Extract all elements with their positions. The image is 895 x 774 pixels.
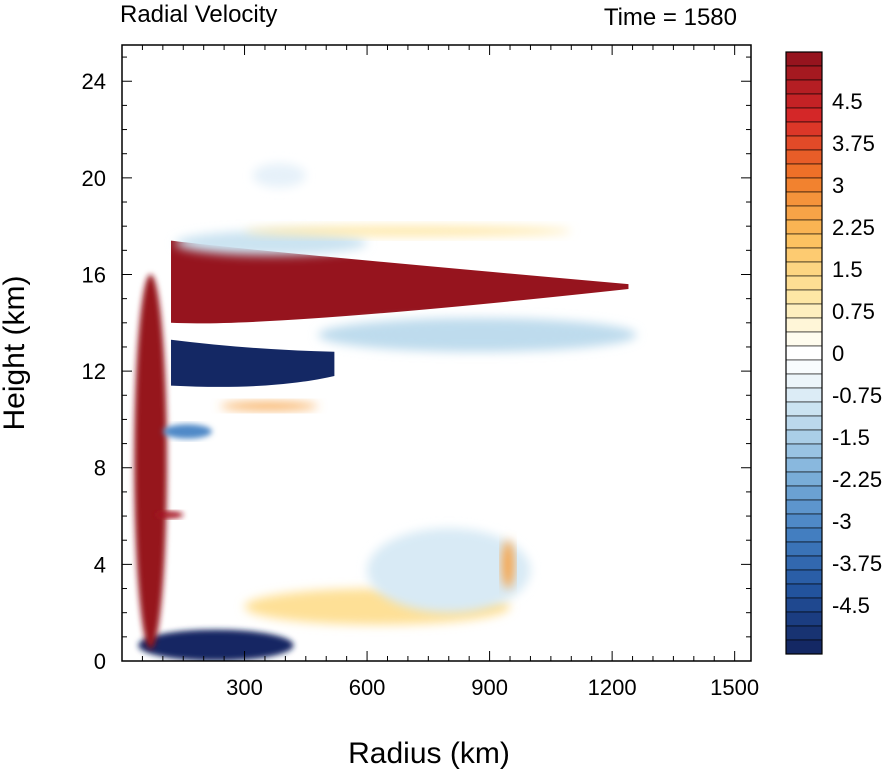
colorbar-box <box>785 149 823 165</box>
velocity-feature-7 <box>154 511 184 519</box>
colorbar-box <box>785 611 823 627</box>
y-tick-label: 24 <box>82 69 106 94</box>
colorbar-box <box>785 51 823 67</box>
velocity-feature-1 <box>171 240 629 324</box>
colorbar-box <box>785 457 823 473</box>
x-axis-label: Radius (km) <box>348 737 510 770</box>
colorbar-box <box>785 219 823 235</box>
colorbar-box <box>785 135 823 151</box>
velocity-feature-5 <box>134 274 167 649</box>
colorbar-box <box>785 275 823 291</box>
colorbar-box <box>785 485 823 501</box>
colorbar-box <box>785 205 823 221</box>
colorbar-box <box>785 527 823 543</box>
colorbar-label: -3 <box>832 509 852 534</box>
colorbar-box <box>785 345 823 361</box>
velocity-feature-3 <box>318 317 637 352</box>
colorbar-box <box>785 331 823 347</box>
velocity-feature-11 <box>252 163 306 188</box>
colorbar-box <box>785 177 823 193</box>
colorbar-box <box>785 261 823 277</box>
colorbar-label: 4.5 <box>832 89 863 114</box>
velocity-feature-2 <box>171 339 335 387</box>
colorbar-label: -0.75 <box>832 383 882 408</box>
colorbar-box <box>785 401 823 417</box>
colorbar-box <box>785 107 823 123</box>
velocity-feature-4 <box>138 629 294 661</box>
colorbar-label: 1.5 <box>832 257 863 282</box>
x-tick-label: 1200 <box>588 675 637 700</box>
colorbar-box <box>785 65 823 81</box>
velocity-feature-6 <box>220 402 319 410</box>
velocity-field <box>134 163 637 661</box>
velocity-feature-9 <box>175 231 368 256</box>
colorbar-box <box>785 541 823 557</box>
colorbar-label: 0.75 <box>832 299 875 324</box>
colorbar-box <box>785 79 823 95</box>
colorbar-box <box>785 555 823 571</box>
colorbar-box <box>785 597 823 613</box>
colorbar-label: 0 <box>832 341 844 366</box>
colorbar-box <box>785 499 823 515</box>
colorbar-label: 2.25 <box>832 215 875 240</box>
y-tick-label: 20 <box>82 166 106 191</box>
colorbar-box <box>785 443 823 459</box>
colorbar-box <box>785 583 823 599</box>
colorbar-box <box>785 625 823 641</box>
axis-ticks: 300 600 900 1200 1500 0 4 8 12 16 20 24 <box>82 45 759 700</box>
y-tick-label: 12 <box>82 359 106 384</box>
colorbar-box <box>785 415 823 431</box>
colorbar-box <box>785 247 823 263</box>
x-tick-label: 300 <box>226 675 263 700</box>
velocity-feature-10 <box>244 226 572 236</box>
colorbar-box <box>785 233 823 249</box>
colorbar-box <box>785 471 823 487</box>
colorbar-label: -4.5 <box>832 593 870 618</box>
colorbar-box <box>785 513 823 529</box>
x-tick-label: 1500 <box>710 675 759 700</box>
velocity-feature-13 <box>367 528 531 613</box>
colorbar-box <box>785 93 823 109</box>
colorbar-box <box>785 163 823 179</box>
colorbar-box <box>785 639 823 655</box>
time-annotation: Time = 1580 <box>604 4 737 31</box>
colorbar-label: -1.5 <box>832 425 870 450</box>
colorbar-box <box>785 387 823 403</box>
colorbar-box <box>785 359 823 375</box>
colorbar-box <box>785 303 823 319</box>
y-tick-label: 4 <box>94 552 106 577</box>
plot-frame <box>121 44 752 662</box>
x-tick-label: 900 <box>471 675 508 700</box>
colorbar-label: -3.75 <box>832 551 882 576</box>
y-tick-label: 0 <box>94 649 106 674</box>
colorbar: 4.5 3.75 3 2.25 1.5 0.75 0 -0.75 -1.5 -2.25 -3 -3.7… <box>785 51 882 655</box>
colorbar-label: -2.25 <box>832 467 882 492</box>
chart-title: Radial Velocity <box>120 1 277 28</box>
colorbar-box <box>785 191 823 207</box>
colorbar-label: 3.75 <box>832 131 875 156</box>
x-tick-label: 600 <box>349 675 386 700</box>
y-tick-label: 16 <box>82 262 106 287</box>
y-tick-label: 8 <box>94 456 106 481</box>
y-axis-label: Height (km) <box>0 275 31 430</box>
colorbar-box <box>785 121 823 137</box>
colorbar-box <box>785 569 823 585</box>
colorbar-label: 3 <box>832 173 844 198</box>
colorbar-box <box>785 289 823 305</box>
colorbar-box <box>785 429 823 445</box>
colorbar-box <box>785 317 823 333</box>
velocity-feature-14 <box>501 540 515 589</box>
colorbar-frame <box>785 51 823 655</box>
colorbar-box <box>785 373 823 389</box>
velocity-feature-8 <box>162 424 212 439</box>
plot-area: 300 600 900 1200 1500 0 4 8 12 16 20 24 <box>82 44 759 700</box>
